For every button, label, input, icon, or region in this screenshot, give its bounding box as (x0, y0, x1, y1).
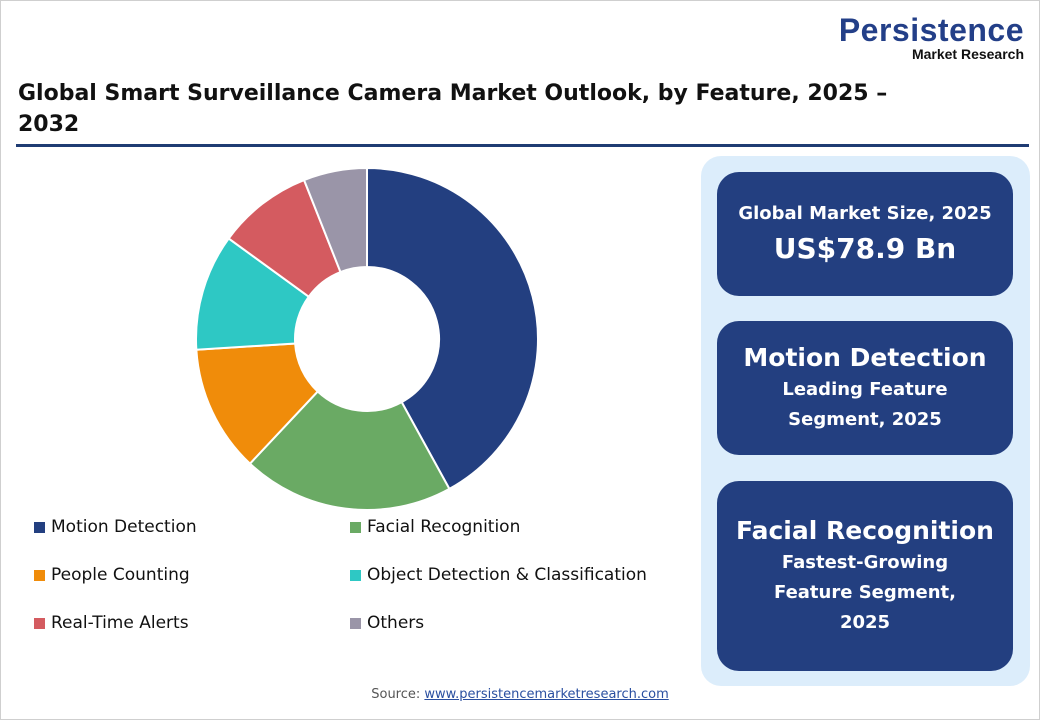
legend-swatch (350, 521, 361, 533)
legend-label: Object Detection & Classification (367, 565, 647, 585)
chart-title: Global Smart Surveillance Camera Market … (18, 81, 888, 137)
legend-swatch (350, 569, 361, 581)
summary-panel: Global Market Size, 2025 US$78.9 Bn Moti… (701, 156, 1030, 686)
logo: Persistence Market Research (839, 14, 1024, 62)
legend-swatch (34, 521, 45, 533)
fastest-segment-name: Facial Recognition (736, 516, 994, 545)
source-label: Source: (371, 687, 421, 702)
source: Source: www.persistencemarketresearch.co… (0, 687, 1040, 702)
leading-segment-card: Motion Detection Leading Feature Segment… (717, 321, 1013, 455)
logo-line2: Market Research (911, 46, 1024, 62)
legend-label: Others (367, 613, 425, 633)
legend-item: Facial Recognition (350, 517, 520, 537)
source-link[interactable]: www.persistencemarketresearch.com (424, 687, 669, 702)
slice-motion-detection (366, 166, 539, 491)
legend-swatch (350, 617, 361, 629)
legend-item: Others (350, 613, 424, 633)
market-size-value: US$78.9 Bn (773, 232, 957, 265)
legend-item: Object Detection & Classification (350, 565, 647, 585)
legend-item: People Counting (34, 565, 190, 585)
divider (16, 144, 1029, 147)
legend-item: Real-Time Alerts (34, 613, 189, 633)
legend-label: Real-Time Alerts (51, 613, 189, 633)
logo-line1: Persistence (838, 12, 1024, 48)
legend-swatch (34, 569, 45, 581)
fastest-segment-card: Facial Recognition Fastest-Growing Featu… (717, 481, 1013, 671)
leading-segment-name: Motion Detection (743, 343, 987, 372)
legend-swatch (34, 617, 45, 629)
donut-chart (195, 166, 539, 511)
legend-label: People Counting (51, 565, 190, 585)
legend-label: Facial Recognition (367, 517, 521, 537)
leading-segment-label: Leading Feature Segment, 2025 (782, 379, 948, 430)
legend-item: Motion Detection (34, 517, 197, 537)
market-size-label: Global Market Size, 2025 (738, 203, 992, 224)
legend-label: Motion Detection (51, 517, 197, 537)
fastest-segment-label: Fastest-Growing Feature Segment, 2025 (774, 552, 956, 633)
slice-facial-recognition (248, 390, 451, 511)
market-size-card: Global Market Size, 2025 US$78.9 Bn (717, 172, 1013, 296)
slice-others (302, 166, 368, 274)
